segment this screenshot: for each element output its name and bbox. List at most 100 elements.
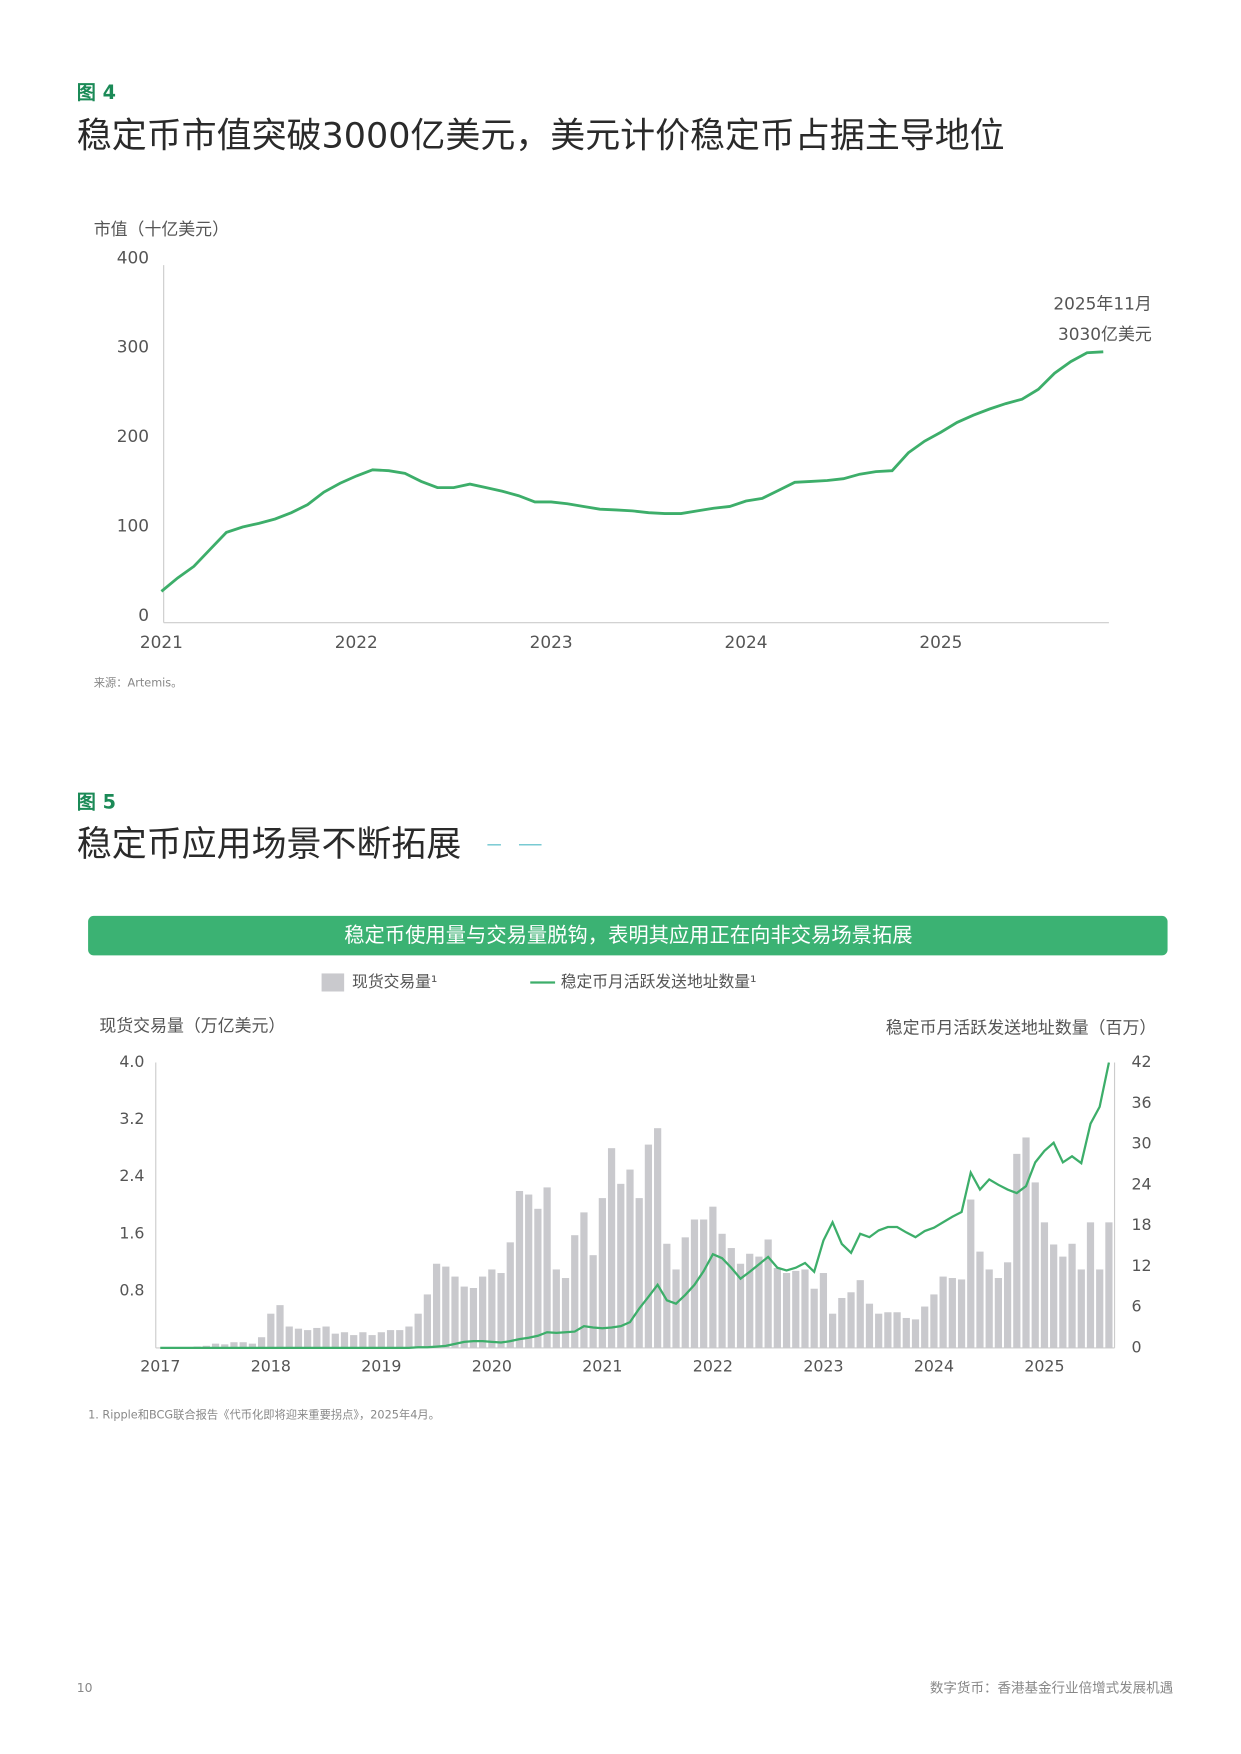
- bar: [607, 1148, 616, 1348]
- y2-tick-label: 18: [1131, 1215, 1151, 1234]
- y-tick-label: 400: [117, 247, 149, 267]
- bar: [736, 1263, 745, 1348]
- bar: [304, 1330, 312, 1348]
- bar: [654, 1128, 662, 1348]
- x-tick-label: 2017: [140, 1357, 180, 1376]
- bar: [340, 1332, 349, 1348]
- bar: [635, 1198, 643, 1348]
- y-tick-label: 3.2: [119, 1109, 144, 1128]
- bar: [672, 1269, 680, 1348]
- bar: [829, 1313, 837, 1348]
- bar: [1003, 1262, 1012, 1348]
- x-tick-label: 2023: [803, 1357, 843, 1376]
- bar: [875, 1313, 883, 1348]
- bar: [967, 1199, 975, 1348]
- bar: [994, 1278, 1003, 1348]
- bar: [276, 1305, 284, 1348]
- bar: [856, 1280, 864, 1348]
- annotation: 3030亿美元: [1058, 324, 1152, 344]
- x-tick-label: 2021: [140, 632, 183, 652]
- bar: [598, 1198, 606, 1348]
- bar: [1068, 1243, 1076, 1348]
- bar: [1022, 1137, 1030, 1348]
- bar: [571, 1235, 579, 1348]
- bar: [1031, 1182, 1039, 1348]
- bar: [810, 1288, 818, 1348]
- bar: [525, 1194, 533, 1348]
- bar: [921, 1306, 929, 1348]
- bar: [506, 1242, 514, 1348]
- x-tick-label: 2023: [530, 632, 573, 652]
- page-number: 10: [77, 1680, 93, 1695]
- bar: [386, 1330, 395, 1348]
- footnote: 1. Ripple和BCG联合报告《代币化即将迎来重要拐点》，2025年4月。: [88, 1408, 440, 1422]
- bar: [1105, 1222, 1113, 1348]
- bar: [764, 1239, 772, 1348]
- bar: [423, 1294, 431, 1348]
- bar: [782, 1273, 791, 1348]
- y2-tick-label: 42: [1131, 1052, 1151, 1071]
- x-tick-label: 2025: [1024, 1357, 1064, 1376]
- bar: [865, 1303, 874, 1348]
- bar: [561, 1278, 570, 1348]
- bar: [957, 1279, 966, 1348]
- bar: [368, 1335, 376, 1348]
- bar: [939, 1276, 947, 1348]
- bar: [479, 1276, 487, 1348]
- x-tick-label: 2024: [725, 632, 768, 652]
- bar: [460, 1286, 468, 1348]
- bar: [884, 1312, 892, 1348]
- y-tick-label: 100: [117, 515, 149, 535]
- x-tick-label: 2019: [361, 1357, 401, 1376]
- bar: [626, 1169, 634, 1348]
- y2-tick-label: 24: [1131, 1174, 1151, 1193]
- bar: [267, 1313, 275, 1348]
- y-tick-label: 1.6: [119, 1223, 144, 1242]
- bar: [515, 1190, 524, 1348]
- bar: [331, 1333, 339, 1348]
- bar: [1096, 1269, 1104, 1348]
- bar: [700, 1219, 708, 1348]
- y-tick-label: 0: [138, 605, 149, 625]
- y2-tick-label: 12: [1131, 1256, 1151, 1275]
- bar: [755, 1256, 763, 1348]
- bar: [257, 1337, 266, 1348]
- bar: [543, 1187, 551, 1348]
- y2-tick-label: 30: [1131, 1134, 1151, 1153]
- legend-swatch: [321, 973, 345, 992]
- bar: [819, 1273, 828, 1348]
- bar: [893, 1312, 901, 1348]
- y-axis-label: 市值（十亿美元）: [94, 219, 229, 239]
- bar: [432, 1263, 441, 1348]
- y-axis-label: 现货交易量（万亿美元）: [99, 1015, 285, 1035]
- y-tick-label: 0.8: [119, 1280, 144, 1299]
- bar: [442, 1266, 450, 1348]
- bar: [985, 1269, 993, 1348]
- bar: [727, 1248, 735, 1348]
- bar: [801, 1269, 809, 1348]
- bar: [746, 1253, 754, 1348]
- bar: [681, 1237, 689, 1348]
- bar: [488, 1269, 496, 1348]
- bar: [663, 1243, 671, 1348]
- x-tick-label: 2020: [472, 1357, 512, 1376]
- bar: [322, 1326, 330, 1348]
- bar: [1059, 1256, 1067, 1348]
- bar: [911, 1319, 920, 1348]
- bar: [589, 1255, 597, 1348]
- legend-label: 现货交易量¹: [352, 972, 437, 991]
- bar: [469, 1288, 478, 1348]
- bar: [1050, 1244, 1058, 1348]
- bar: [350, 1335, 358, 1348]
- bar: [773, 1268, 781, 1348]
- bar: [211, 1343, 220, 1348]
- bar: [534, 1208, 542, 1348]
- chart-title: 稳定币市值突破3000亿美元，美元计价稳定币占据主导地位: [77, 117, 1005, 157]
- bar: [838, 1297, 846, 1348]
- bar: [1040, 1222, 1049, 1348]
- bar: [248, 1343, 256, 1348]
- bar: [1013, 1153, 1021, 1348]
- y2-tick-label: 36: [1131, 1093, 1151, 1112]
- footer-text: 数字货币：香港基金行业倍增式发展机遇: [930, 1680, 1173, 1697]
- bar: [414, 1313, 422, 1348]
